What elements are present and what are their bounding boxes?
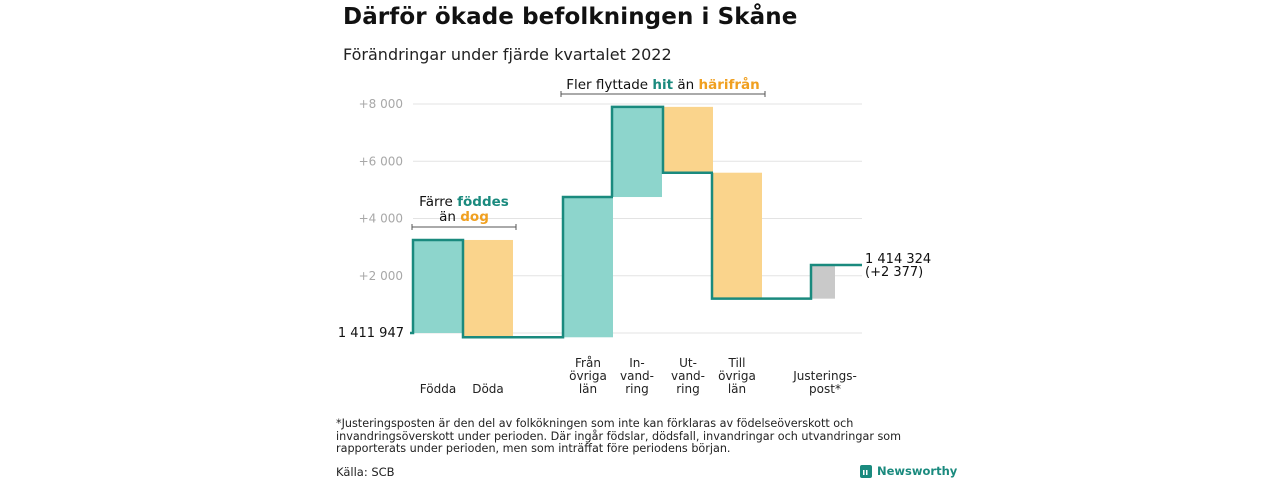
brand-logo: Newsworthy [860,464,957,478]
x-tick-label: Döda [472,382,504,396]
y-tick-label: +8 000 [359,97,403,111]
y-tick-label: +6 000 [359,154,403,168]
annotation-text: än [439,209,460,225]
annotation-highlight-teal: hit [652,77,673,93]
annotation-highlight-orange: dog [460,209,489,225]
y-tick-label: +2 000 [359,269,403,283]
start-value-label: 1 411 947 [338,326,404,341]
annotation-text: än [673,77,698,93]
x-tick-label: vand- [671,369,705,383]
x-tick-label: övriga [569,369,607,383]
bar-5 [712,172,762,299]
x-tick-label: ring [676,382,700,396]
source-label: Källa: SCB [336,465,395,479]
x-tick-label: Justerings- [792,369,857,383]
bar-0 [413,239,463,333]
x-tick-label: Födda [420,382,456,396]
x-tick-label: vand- [620,369,654,383]
x-tick-label: ring [625,382,649,396]
end-change-label: (+2 377) [865,265,923,280]
x-tick-label: post* [809,382,841,396]
end-value-label: 1 414 324 [865,252,931,267]
x-tick-label: Ut- [679,356,697,370]
x-tick-label: In- [629,356,644,370]
bar-1 [463,239,513,338]
footnote: *Justeringsposten är den del av folkökni… [336,417,902,456]
x-tick-label: övriga [718,369,756,383]
y-tick-label: +4 000 [359,212,403,226]
bar-3 [612,106,662,198]
cumulative-step-line [410,105,862,339]
x-tick-label: Från [575,356,601,370]
chart-subtitle: Förändringar under fjärde kvartalet 2022 [343,45,672,64]
bar-2 [563,197,613,338]
bar-4 [663,106,713,173]
newsworthy-icon [860,464,872,478]
x-tick-label: Till [728,356,746,370]
annotation-text: Fler flyttade [566,77,652,93]
annotation-migration-text: Fler flyttade hit än härifrån [566,76,760,93]
annotation-highlight-teal: föddes [457,194,509,210]
waterfall-chart: +2 000 +4 000 +6 000 +8 000 1 411 947 1 414 3… [338,76,931,396]
annotation-births-line1: Färre föddes [419,194,509,210]
annotation-text: Färre [419,194,457,210]
annotation-highlight-orange: härifrån [699,76,760,93]
bar-6 [811,264,835,299]
x-tick-label: län [728,382,746,396]
brand-name: Newsworthy [877,464,958,478]
annotation-births-line2: än dog [439,209,489,225]
x-tick-label: län [579,382,597,396]
chart-title: Därför ökade befolkningen i Skåne [343,4,798,30]
